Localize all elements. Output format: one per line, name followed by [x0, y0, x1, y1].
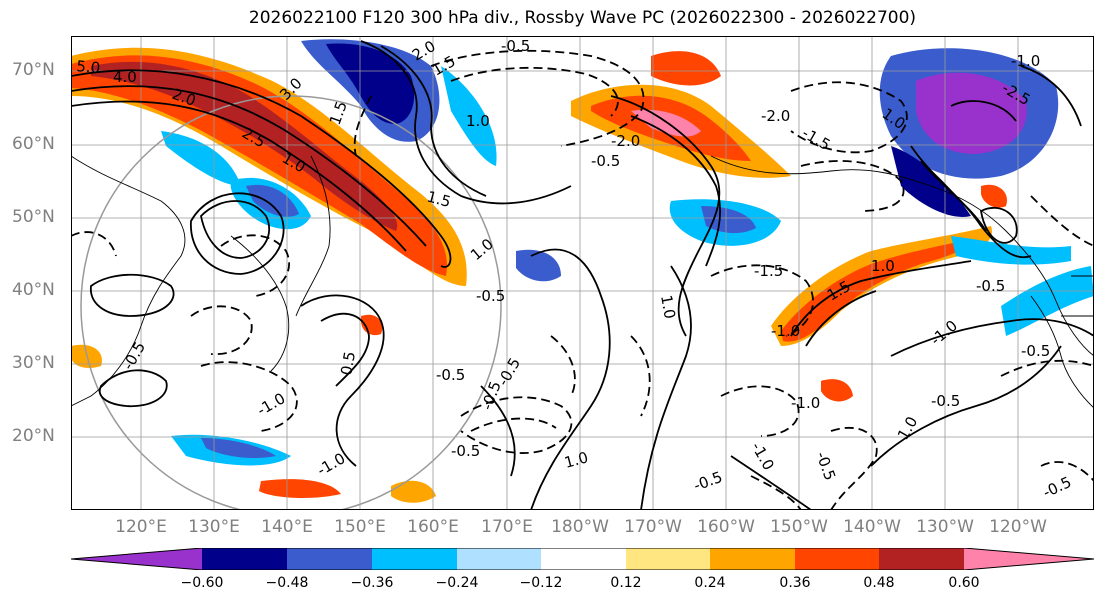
contour-label: 1.0	[562, 448, 590, 472]
contour-label: -1.0	[771, 322, 800, 340]
lon-label: 140°E	[261, 517, 313, 537]
contour-label: -0.5	[436, 366, 465, 384]
colorbar-segment	[372, 548, 457, 570]
lon-label: 160°E	[407, 517, 459, 537]
colorbar-tick-label: −0.36	[350, 575, 394, 591]
colorbar-tick-label: 0.36	[779, 575, 811, 591]
contour-label: 5.0	[76, 57, 101, 77]
graticule	[71, 36, 1094, 510]
contour-label: -0.5	[451, 442, 480, 460]
colorbar-segment	[964, 548, 1094, 570]
contour-label: -0.5	[1021, 342, 1050, 360]
negative-region	[201, 438, 276, 459]
negative-region	[891, 146, 971, 217]
colorbar-segment	[795, 548, 879, 570]
lat-label: 50°N	[12, 207, 55, 227]
contour-label: 1.5	[425, 187, 453, 211]
lon-label: 150°E	[334, 517, 386, 537]
contour-label: -1.5	[754, 262, 783, 280]
lon-label: 170°W	[624, 517, 682, 537]
positive-region	[981, 184, 1007, 208]
lon-label: 170°E	[481, 517, 533, 537]
positive-region	[781, 239, 971, 342]
lon-label: 130°W	[916, 517, 974, 537]
contour-label: -1.0	[1011, 52, 1040, 70]
lat-label: 60°N	[12, 134, 55, 154]
colorbar-segment	[541, 548, 626, 570]
colorbar-segment	[287, 548, 372, 570]
contour-lines	[71, 40, 1094, 510]
positive-region	[91, 61, 398, 231]
negative-region	[441, 66, 497, 166]
lon-label: 160°W	[697, 517, 755, 537]
colorbar-segment	[71, 548, 202, 570]
negative-region	[951, 236, 1071, 265]
positive-region	[71, 55, 447, 276]
negative-region	[516, 249, 561, 282]
colorbar-segment	[457, 548, 541, 570]
map-title: 2026022100 F120 300 hPa div., Rossby Wav…	[248, 8, 917, 28]
colorbar-tick-label: −0.48	[265, 575, 309, 591]
lon-label: 130°E	[188, 517, 240, 537]
negative-region	[1001, 266, 1094, 336]
contour-label: -2.0	[761, 107, 790, 125]
contour-label: 0.5	[337, 350, 359, 377]
positive-region	[259, 479, 341, 498]
contour-label: -0.5	[931, 392, 960, 410]
colorbar-tick-label: −0.24	[435, 575, 479, 591]
colorbar-segment	[626, 548, 710, 570]
colorbar-segment	[202, 548, 287, 570]
contour-label: -0.5	[976, 277, 1005, 295]
lon-label: 120°E	[115, 517, 167, 537]
colorbar-tick-label: 0.60	[948, 575, 980, 591]
lat-label: 70°N	[12, 60, 55, 80]
contour-label: 4.0	[113, 68, 137, 86]
colorbar-tick-label: 0.24	[694, 575, 726, 591]
lon-label: 140°W	[843, 517, 901, 537]
contour-label: -1.0	[791, 394, 820, 412]
colorbar-tick-label: −0.60	[180, 575, 224, 591]
negative-region	[326, 43, 415, 124]
colorbar	[71, 548, 1094, 570]
map-frame	[71, 36, 1094, 510]
colorbar-segment	[710, 548, 795, 570]
positive-region	[651, 51, 721, 86]
lat-label: 30°N	[12, 353, 55, 373]
contour-label: -0.5	[591, 152, 620, 170]
contour-label: -0.5	[476, 287, 505, 305]
colorbar-tick-label: 0.12	[610, 575, 642, 591]
lon-label: 180°W	[551, 517, 609, 537]
contour-label: 1.0	[466, 112, 490, 130]
colorbar-tick-label: −0.12	[519, 575, 563, 591]
lon-label: 120°W	[989, 517, 1047, 537]
colorbar-tick-label: 0.48	[863, 575, 895, 591]
lat-label: 20°N	[12, 426, 55, 446]
negative-region	[701, 206, 756, 234]
lat-label: 40°N	[12, 280, 55, 300]
positive-region	[361, 314, 383, 336]
positive-region	[391, 480, 436, 503]
contour-label: 1.0	[871, 257, 895, 275]
lon-label: 150°W	[770, 517, 828, 537]
reference-circle	[80, 95, 502, 510]
colorbar-segment	[879, 548, 964, 570]
positive-region	[631, 109, 701, 137]
contour-label: -0.5	[501, 37, 530, 55]
map-panel: 5.0 4.0 2.0 3.0 2.5 1.5 1.0 2.0 1.5 -0.5…	[71, 36, 1094, 510]
contour-label-group: 5.0 4.0 2.0 3.0 2.5 1.5 1.0 2.0 1.5 -0.5…	[76, 37, 1075, 502]
positive-region	[821, 379, 853, 402]
negative-region	[916, 72, 1027, 154]
contour-label: -2.0	[611, 132, 640, 150]
negative-region	[246, 184, 299, 217]
contour-label: 1.0	[657, 294, 679, 321]
